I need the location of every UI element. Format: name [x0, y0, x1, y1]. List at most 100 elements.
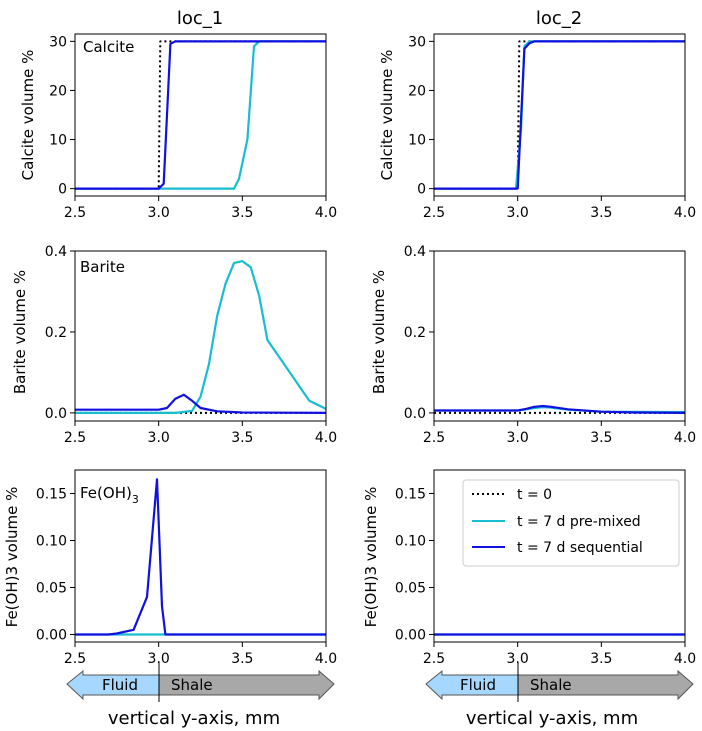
legend-box	[462, 479, 680, 567]
axes-frame-feoh3_loc1	[74, 469, 327, 643]
x-tick-label-barite_loc1: 4.0	[315, 430, 337, 446]
panel-barite_loc2: 2.5 3.0 3.5 4.0 0.0 0.2 0.4	[404, 244, 696, 446]
y-tick-label-calcite_loc1: 10	[49, 133, 67, 149]
x-tick-label-feoh3_loc2: 3.0	[507, 651, 529, 667]
series-group-barite_loc2	[434, 404, 685, 414]
xlabel-loc1: vertical y-axis, mm	[108, 708, 280, 729]
y-tick-label-feoh3_loc2: 0.15	[395, 486, 426, 502]
x-tick-label-calcite_loc2: 3.0	[507, 205, 529, 221]
x-tick-label-calcite_loc1: 3.0	[148, 205, 170, 221]
series-line-sequential-feoh3_loc1	[75, 478, 326, 636]
series-line-sequential-calcite_loc2	[434, 40, 685, 190]
panel-label-feoh3-subscript: 3	[132, 493, 139, 506]
x-tick-label-calcite_loc1: 3.5	[231, 205, 253, 221]
xlabel-loc2: vertical y-axis, mm	[466, 708, 638, 729]
ylabel-barite-loc1: Barite volume %	[11, 270, 29, 394]
panel-calcite_loc2: 2.5 3.0 3.5 4.0 0 10 20 30	[408, 33, 696, 221]
axes-frame-calcite_loc1	[74, 33, 327, 197]
series-group-barite_loc1	[75, 260, 326, 414]
axes-frame-barite_loc2	[433, 250, 686, 422]
x-tick-label-calcite_loc1: 2.5	[64, 205, 86, 221]
axes-frame-calcite_loc2	[433, 33, 686, 197]
legend-label-t0: t = 0	[517, 487, 552, 503]
x-tick-label-calcite_loc1: 4.0	[315, 205, 337, 221]
fluid-label-loc1: Fluid	[102, 676, 138, 694]
series-line-sequential-barite_loc1	[75, 393, 326, 414]
x-tick-label-feoh3_loc1: 3.5	[231, 651, 253, 667]
series-line-sequential-barite_loc2	[434, 404, 685, 414]
ylabel-calcite-loc1: Calcite volume %	[19, 50, 37, 181]
y-tick-label-barite_loc2: 0.4	[404, 244, 426, 260]
x-tick-label-feoh3_loc1: 3.0	[148, 651, 170, 667]
y-tick-label-feoh3_loc1: 0.00	[36, 627, 67, 643]
y-tick-label-calcite_loc2: 0	[417, 182, 426, 198]
y-tick-label-barite_loc2: 0.0	[404, 406, 426, 422]
x-tick-label-barite_loc1: 3.5	[231, 430, 253, 446]
panel-barite_loc1: 2.5 3.0 3.5 4.0 0.0 0.2 0.4	[45, 244, 337, 446]
y-tick-label-barite_loc1: 0.2	[45, 325, 67, 341]
x-tick-label-calcite_loc2: 3.5	[590, 205, 612, 221]
y-tick-label-barite_loc1: 0.0	[45, 406, 67, 422]
x-tick-label-feoh3_loc2: 4.0	[674, 651, 696, 667]
y-tick-label-barite_loc2: 0.2	[404, 325, 426, 341]
series-line-premixed-barite_loc1	[75, 260, 326, 414]
series-line-premixed-calcite_loc1	[75, 40, 326, 190]
x-tick-label-barite_loc2: 2.5	[423, 430, 445, 446]
ylabel-barite-loc2: Barite volume %	[370, 270, 388, 394]
series-line-t0-calcite_loc1	[75, 40, 326, 190]
axes-frame-barite_loc1	[74, 250, 327, 422]
y-tick-label-calcite_loc2: 10	[408, 133, 426, 149]
panel-feoh3_loc1: 2.5 3.0 3.5 4.0 0.00 0.05 0.10 0.15	[36, 469, 337, 667]
panel-calcite_loc1: 2.5 3.0 3.5 4.0 0 10 20 30	[49, 33, 337, 221]
column-title-loc2: loc_2	[536, 8, 582, 29]
y-tick-label-calcite_loc1: 30	[49, 34, 67, 50]
axes-frame-feoh3_loc2	[433, 469, 686, 643]
panel-feoh3_loc2: 2.5 3.0 3.5 4.0 0.00 0.05 0.10 0.15	[395, 469, 696, 667]
y-tick-label-calcite_loc2: 30	[408, 34, 426, 50]
column-title-loc1: loc_1	[177, 8, 223, 29]
panel-label-calcite: Calcite	[83, 38, 134, 56]
series-line-premixed-calcite_loc2	[434, 40, 685, 190]
legend-label-sequential: t = 7 d sequential	[517, 540, 643, 556]
y-tick-label-barite_loc1: 0.4	[45, 244, 67, 260]
series-group-feoh3_loc1	[75, 478, 326, 636]
shale-arrow-loc1	[158, 669, 335, 701]
series-line-t0-calcite_loc2	[434, 40, 685, 190]
legend-label-premixed: t = 7 d pre-mixed	[517, 514, 641, 530]
y-tick-label-feoh3_loc2: 0.10	[395, 533, 426, 549]
panel-label-barite: Barite	[80, 258, 125, 276]
x-tick-label-barite_loc1: 2.5	[64, 430, 86, 446]
y-tick-label-calcite_loc2: 20	[408, 83, 426, 99]
shale-label-loc1: Shale	[171, 676, 213, 694]
y-tick-label-calcite_loc1: 0	[58, 182, 67, 198]
y-tick-label-feoh3_loc2: 0.00	[395, 627, 426, 643]
x-tick-label-barite_loc2: 3.0	[507, 430, 529, 446]
series-group-calcite_loc1	[75, 40, 326, 190]
y-tick-label-feoh3_loc2: 0.05	[395, 580, 426, 596]
shale-arrow-loc2	[517, 669, 694, 701]
arrow-diagram-loc1: Fluid Shale	[66, 662, 335, 702]
arrow-diagram-loc2: Fluid Shale	[425, 662, 694, 702]
x-tick-label-feoh3_loc2: 2.5	[423, 651, 445, 667]
y-tick-label-calcite_loc1: 20	[49, 83, 67, 99]
y-tick-label-feoh3_loc1: 0.10	[36, 533, 67, 549]
x-tick-label-barite_loc1: 3.0	[148, 430, 170, 446]
ylabel-calcite-loc2: Calcite volume %	[378, 50, 396, 181]
panel-label-feoh3-main: Fe(OH)	[80, 484, 132, 502]
legend: t = 0 t = 7 d pre-mixed t = 7 d sequenti…	[462, 479, 680, 567]
x-tick-label-calcite_loc2: 2.5	[423, 205, 445, 221]
y-tick-label-feoh3_loc1: 0.15	[36, 486, 67, 502]
series-line-sequential-calcite_loc1	[75, 40, 326, 190]
x-tick-label-feoh3_loc1: 2.5	[64, 651, 86, 667]
shale-label-loc2: Shale	[530, 676, 572, 694]
x-tick-label-calcite_loc2: 4.0	[674, 205, 696, 221]
x-tick-label-barite_loc2: 4.0	[674, 430, 696, 446]
fluid-label-loc2: Fluid	[460, 676, 496, 694]
panel-label-feoh3: Fe(OH)3	[80, 484, 139, 506]
ylabel-feoh3-loc2: Fe(OH)3 volume %	[362, 487, 380, 628]
x-tick-label-feoh3_loc2: 3.5	[590, 651, 612, 667]
x-tick-label-feoh3_loc1: 4.0	[315, 651, 337, 667]
x-tick-label-barite_loc2: 3.5	[590, 430, 612, 446]
